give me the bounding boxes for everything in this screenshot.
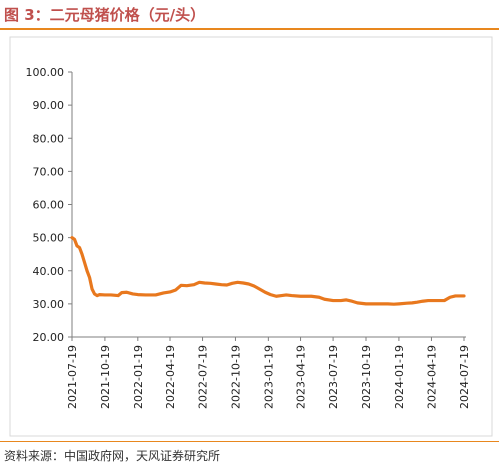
x-tick-label: 2024-07-19 bbox=[458, 345, 471, 409]
series-line-0 bbox=[70, 236, 466, 306]
x-tick-label: 2022-04-19 bbox=[164, 345, 177, 409]
source-note: 资料来源：中国政府网，天风证券研究所 bbox=[4, 449, 221, 463]
y-tick-label: 30.00 bbox=[33, 298, 65, 311]
x-tick-label: 2023-04-19 bbox=[295, 345, 308, 409]
x-tick-label: 2023-01-19 bbox=[262, 345, 275, 409]
x-tick-label: 2022-10-19 bbox=[229, 345, 242, 409]
y-tick-labels: 20.00 30.00 40.00 50.00 60.00 70.00 80.00 90.00… bbox=[26, 66, 72, 344]
x-tick-label: 2024-01-19 bbox=[393, 345, 406, 409]
figure-title: 图 3：二元母猪价格（元/头） bbox=[4, 6, 206, 24]
series-layer bbox=[70, 236, 466, 306]
y-tick-label: 100.00 bbox=[26, 66, 65, 79]
x-tick-label: 2022-07-19 bbox=[197, 345, 210, 409]
x-tick-label: 2023-10-19 bbox=[360, 345, 373, 409]
y-tick-label: 50.00 bbox=[33, 232, 65, 245]
y-tick-label: 20.00 bbox=[33, 331, 65, 344]
y-tick-label: 60.00 bbox=[33, 199, 65, 212]
x-tick-label: 2021-10-19 bbox=[99, 345, 112, 409]
x-tick-label: 2021-07-19 bbox=[66, 345, 79, 409]
title-rule bbox=[0, 28, 499, 30]
x-tick-label: 2024-04-19 bbox=[425, 345, 438, 409]
line-chart: 20.00 30.00 40.00 50.00 60.00 70.00 80.00 90.00… bbox=[9, 36, 493, 437]
source-rule bbox=[0, 441, 499, 442]
x-tick-labels: 2021-07-19 2021-10-19 2022-01-19 2022-04-19… bbox=[66, 337, 471, 409]
x-tick-label: 2023-07-19 bbox=[327, 345, 340, 409]
y-tick-label: 40.00 bbox=[33, 265, 65, 278]
x-tick-label: 2022-01-19 bbox=[132, 345, 145, 409]
y-tick-label: 90.00 bbox=[33, 99, 65, 112]
plot-frame bbox=[9, 36, 493, 437]
y-tick-label: 70.00 bbox=[33, 165, 65, 178]
y-tick-label: 80.00 bbox=[33, 132, 65, 145]
